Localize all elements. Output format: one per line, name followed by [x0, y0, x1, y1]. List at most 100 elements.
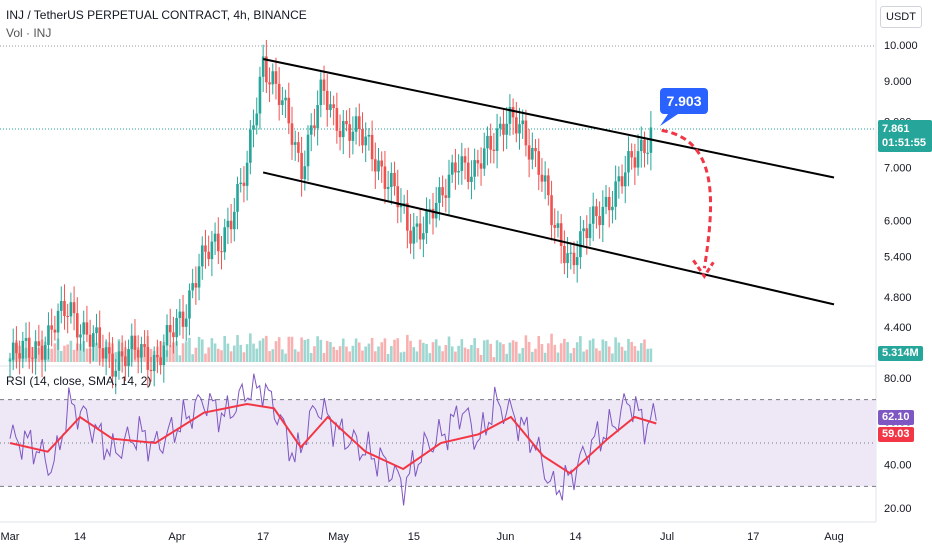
volume-bar	[322, 353, 326, 362]
volume-bar	[495, 340, 499, 362]
volume-bar	[444, 345, 448, 362]
volume-bar	[207, 347, 210, 362]
candle-body	[127, 349, 130, 367]
volume-bar	[261, 338, 265, 362]
volume-bar	[604, 341, 608, 362]
candle-body	[563, 246, 566, 264]
candle-body	[598, 216, 601, 226]
candle-body	[306, 134, 310, 167]
volume-bar	[271, 349, 275, 362]
candle-body	[335, 108, 339, 131]
candle-body	[21, 340, 25, 359]
volume-bar	[200, 339, 204, 362]
candle-body	[75, 313, 79, 338]
last-price-tag: 7.861 01:51:55	[878, 120, 932, 152]
volume-bar	[374, 351, 377, 362]
candle-body	[149, 369, 153, 372]
candle-body	[406, 203, 409, 231]
candle-body	[601, 206, 605, 226]
volume-bar	[136, 347, 140, 362]
volume-bar	[434, 339, 438, 362]
volume-bar	[43, 341, 47, 362]
rsi-line	[9, 373, 657, 506]
candle-body	[223, 227, 226, 253]
candle-body	[444, 195, 448, 198]
volume-legend[interactable]: Vol · INJ	[6, 26, 52, 40]
candle-body	[229, 220, 233, 230]
volume-bar	[482, 340, 486, 362]
volume-bar	[69, 340, 73, 362]
volume-bar	[380, 342, 384, 362]
candle-body	[31, 357, 34, 359]
candle-body	[527, 145, 531, 160]
volume-bar	[370, 337, 374, 362]
volume-bar	[335, 350, 339, 362]
volume-bar	[585, 349, 589, 362]
candle-body	[409, 230, 412, 244]
volume-bar	[441, 351, 444, 362]
candle-body	[242, 182, 246, 186]
candle-body	[540, 174, 544, 182]
candle-body	[550, 195, 553, 226]
volume-bar	[492, 357, 496, 362]
volume-bar	[242, 352, 246, 362]
candle-body	[611, 206, 614, 211]
candle-body	[559, 223, 563, 247]
volume-bar	[197, 336, 201, 362]
volume-bar	[569, 353, 573, 362]
volume-bar	[72, 349, 76, 362]
candle-body	[518, 124, 521, 134]
volume-bar	[598, 350, 601, 362]
candle-body	[281, 100, 284, 105]
candle-body	[441, 187, 444, 196]
volume-bar	[425, 343, 428, 362]
candle-body	[200, 245, 204, 267]
candle-body	[396, 186, 400, 208]
volume-bar	[431, 342, 435, 362]
volume-bar	[162, 341, 166, 362]
candle-body	[582, 228, 585, 232]
volume-bar	[623, 350, 627, 362]
volume-bar	[527, 341, 531, 362]
candle-body	[210, 241, 214, 260]
candle-body	[591, 206, 595, 224]
volume-bar	[515, 341, 518, 362]
volume-bar	[284, 353, 287, 362]
symbol-title[interactable]: INJ / TetherUS PERPETUAL CONTRACT, 4h, B…	[6, 8, 307, 22]
volume-bar	[454, 351, 457, 362]
candle-body	[476, 160, 480, 164]
candle-body	[8, 359, 12, 361]
candle-body	[316, 105, 319, 129]
volume-bar	[649, 348, 653, 362]
candle-body	[579, 231, 582, 258]
candle-body	[197, 266, 201, 288]
candle-body	[213, 233, 217, 242]
volume-bar	[120, 342, 124, 362]
volume-bar	[47, 348, 50, 362]
volume-bar	[104, 341, 108, 362]
candle-body	[345, 121, 348, 125]
volume-bar	[18, 345, 21, 362]
volume-bar	[332, 346, 335, 362]
candle-body	[585, 228, 589, 239]
candle-body	[11, 342, 15, 360]
volume-bar	[159, 341, 162, 362]
rsi-legend[interactable]: RSI (14, close, SMA, 14, 2)	[6, 374, 152, 388]
candle-body	[220, 251, 223, 253]
candle-body	[92, 333, 95, 347]
volume-bar	[216, 348, 220, 362]
volume-bar	[56, 338, 60, 362]
time-tick-label: Aug	[824, 531, 844, 543]
candle-body	[556, 223, 560, 228]
price-tick-label: 9.000	[884, 76, 912, 88]
currency-selector[interactable]: USDT	[880, 6, 922, 28]
candle-body	[72, 302, 76, 314]
candle-body	[393, 172, 396, 187]
candle-body	[300, 152, 303, 180]
volume-bar	[486, 339, 489, 362]
candle-body	[364, 136, 367, 146]
time-tick-label: May	[328, 531, 349, 543]
volume-bar	[341, 338, 345, 362]
volume-bar	[210, 338, 214, 362]
